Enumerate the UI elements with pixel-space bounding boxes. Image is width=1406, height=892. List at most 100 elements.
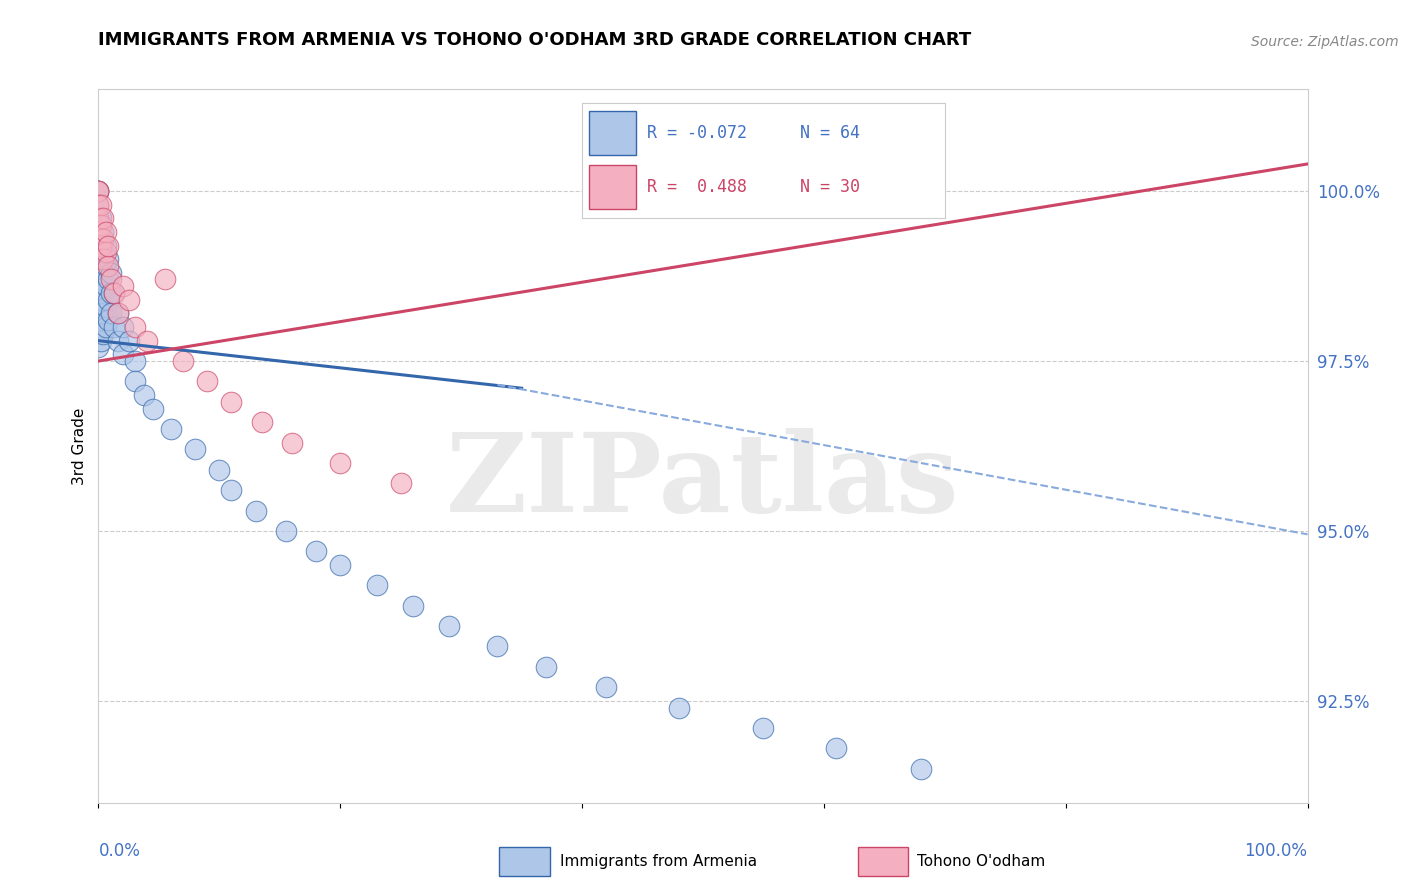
Point [87,238,110,252]
Point [97,293,120,307]
Point [103,286,125,301]
Point [250,415,273,429]
Point [245,503,267,517]
Point [91,245,114,260]
Point [437,619,460,633]
Point [111,279,134,293]
Point [118,293,141,307]
Point [97,259,120,273]
Point [668,700,690,714]
Point [90,334,112,348]
Point [91,306,114,320]
Point [389,476,412,491]
Point [305,544,328,558]
Point [195,375,218,389]
Point [87,184,110,198]
Point [910,762,932,776]
Point [124,354,146,368]
Point [111,320,134,334]
Point [100,306,122,320]
Point [274,524,297,538]
Point [87,184,110,198]
Point [90,232,112,246]
Point [135,334,157,348]
Point [90,272,112,286]
Point [87,198,110,212]
Point [94,300,117,314]
Point [90,313,112,327]
Point [87,184,110,198]
Point [534,660,557,674]
Point [208,463,231,477]
Point [221,394,243,409]
Point [329,558,352,572]
Point [90,252,112,266]
Point [94,320,117,334]
Point [91,252,114,266]
Text: IMMIGRANTS FROM ARMENIA VS TOHONO O'ODHAM 3RD GRADE CORRELATION CHART: IMMIGRANTS FROM ARMENIA VS TOHONO O'ODHA… [98,31,972,49]
Point [90,198,112,212]
Point [124,375,146,389]
Point [87,211,110,226]
Point [87,326,110,341]
Point [87,341,110,355]
Point [118,334,141,348]
Point [366,578,388,592]
Text: 0.0%: 0.0% [98,842,141,860]
Point [91,266,114,280]
Point [595,680,617,694]
Point [97,313,120,327]
Point [402,599,425,613]
Point [90,238,112,252]
Point [153,272,176,286]
Point [91,211,114,226]
Text: 100.0%: 100.0% [1244,842,1308,860]
Point [87,306,110,320]
Point [100,266,122,280]
Point [94,245,117,260]
Point [87,184,110,198]
Point [97,238,120,252]
Point [97,252,120,266]
Point [90,211,112,226]
Point [94,238,117,252]
Text: Source: ZipAtlas.com: Source: ZipAtlas.com [1251,35,1399,49]
Point [107,306,129,320]
Point [825,741,848,756]
Point [87,225,110,239]
Point [329,456,352,470]
Point [91,326,114,341]
Point [281,435,304,450]
Point [94,225,117,239]
Point [124,320,146,334]
Point [142,401,165,416]
Point [87,286,110,301]
Point [752,721,775,735]
Point [172,354,194,368]
Point [97,272,120,286]
Point [94,259,117,273]
Text: Tohono O'odham: Tohono O'odham [917,855,1045,869]
Y-axis label: 3rd Grade: 3rd Grade [72,408,87,484]
Point [103,286,125,301]
Point [91,232,114,246]
Point [486,640,509,654]
Point [107,334,129,348]
Point [184,442,207,457]
Point [103,320,125,334]
Point [221,483,243,498]
Point [134,388,156,402]
Point [94,279,117,293]
Point [91,225,114,239]
Point [111,347,134,361]
Point [160,422,183,436]
Point [87,266,110,280]
Point [100,286,122,301]
Point [90,218,112,232]
Point [107,306,129,320]
Point [100,272,122,286]
Point [90,293,112,307]
Text: Immigrants from Armenia: Immigrants from Armenia [560,855,756,869]
Point [91,286,114,301]
Point [87,198,110,212]
